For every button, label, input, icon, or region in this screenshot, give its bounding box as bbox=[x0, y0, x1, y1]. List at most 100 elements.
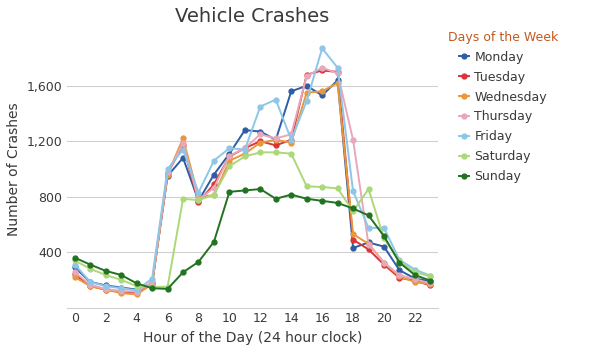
Wednesday bbox=[149, 282, 156, 286]
Friday bbox=[334, 65, 341, 70]
Monday bbox=[226, 152, 233, 156]
Wednesday bbox=[257, 140, 264, 145]
Thursday bbox=[318, 65, 326, 70]
Saturday bbox=[133, 284, 140, 288]
Sunday bbox=[118, 273, 125, 277]
Wednesday bbox=[195, 195, 202, 199]
Thursday bbox=[102, 287, 110, 291]
Saturday bbox=[365, 187, 372, 191]
Sunday bbox=[87, 263, 94, 267]
Wednesday bbox=[242, 152, 249, 156]
Monday bbox=[318, 93, 326, 98]
Monday bbox=[179, 156, 186, 160]
Friday bbox=[427, 274, 434, 278]
Sunday bbox=[365, 213, 372, 218]
Monday bbox=[118, 285, 125, 290]
Wednesday bbox=[318, 89, 326, 93]
Monday bbox=[242, 128, 249, 132]
Sunday bbox=[303, 197, 310, 201]
Monday bbox=[149, 281, 156, 285]
Wednesday bbox=[411, 280, 419, 284]
Friday bbox=[272, 98, 279, 102]
Sunday bbox=[195, 260, 202, 264]
Tuesday bbox=[272, 143, 279, 147]
Thursday bbox=[272, 136, 279, 140]
Saturday bbox=[164, 285, 171, 289]
Thursday bbox=[334, 71, 341, 75]
Saturday bbox=[71, 258, 78, 263]
Tuesday bbox=[318, 68, 326, 73]
Friday bbox=[349, 189, 356, 193]
Friday bbox=[226, 146, 233, 150]
Monday bbox=[427, 279, 434, 283]
Monday bbox=[411, 276, 419, 281]
Thursday bbox=[133, 290, 140, 294]
Line: Tuesday: Tuesday bbox=[72, 68, 433, 295]
Wednesday bbox=[179, 136, 186, 140]
Monday bbox=[195, 199, 202, 203]
Sunday bbox=[242, 188, 249, 193]
Wednesday bbox=[226, 158, 233, 163]
Title: Vehicle Crashes: Vehicle Crashes bbox=[175, 7, 330, 26]
Tuesday bbox=[396, 276, 403, 280]
Sunday bbox=[381, 234, 388, 238]
Tuesday bbox=[133, 290, 140, 295]
Tuesday bbox=[365, 247, 372, 252]
Friday bbox=[365, 226, 372, 230]
Y-axis label: Number of Crashes: Number of Crashes bbox=[7, 102, 21, 236]
Wednesday bbox=[210, 193, 217, 197]
Sunday bbox=[226, 190, 233, 194]
Monday bbox=[71, 265, 78, 270]
Friday bbox=[318, 46, 326, 50]
Wednesday bbox=[118, 291, 125, 295]
Tuesday bbox=[179, 143, 186, 147]
Sunday bbox=[288, 193, 295, 197]
Friday bbox=[179, 147, 186, 152]
Line: Thursday: Thursday bbox=[72, 65, 433, 294]
Friday bbox=[303, 99, 310, 103]
Saturday bbox=[87, 267, 94, 271]
Monday bbox=[210, 172, 217, 177]
Monday bbox=[365, 240, 372, 245]
Sunday bbox=[272, 197, 279, 201]
Sunday bbox=[349, 206, 356, 210]
Sunday bbox=[427, 278, 434, 283]
Wednesday bbox=[133, 293, 140, 297]
Tuesday bbox=[411, 278, 419, 283]
Friday bbox=[288, 138, 295, 142]
Saturday bbox=[381, 236, 388, 240]
Wednesday bbox=[303, 90, 310, 95]
Monday bbox=[272, 138, 279, 142]
Friday bbox=[164, 167, 171, 171]
Sunday bbox=[179, 270, 186, 275]
Saturday bbox=[396, 259, 403, 263]
Thursday bbox=[411, 277, 419, 281]
Wednesday bbox=[102, 288, 110, 292]
Tuesday bbox=[102, 288, 110, 292]
Saturday bbox=[288, 152, 295, 156]
Tuesday bbox=[164, 171, 171, 175]
Tuesday bbox=[257, 139, 264, 143]
Saturday bbox=[195, 198, 202, 202]
Tuesday bbox=[288, 138, 295, 142]
Friday bbox=[257, 105, 264, 109]
Friday bbox=[396, 258, 403, 262]
Friday bbox=[102, 284, 110, 288]
Monday bbox=[381, 245, 388, 249]
Sunday bbox=[396, 260, 403, 265]
Thursday bbox=[257, 132, 264, 137]
Friday bbox=[195, 190, 202, 195]
Friday bbox=[87, 280, 94, 284]
Friday bbox=[71, 263, 78, 267]
Thursday bbox=[427, 281, 434, 285]
Wednesday bbox=[381, 260, 388, 265]
Monday bbox=[102, 283, 110, 288]
Thursday bbox=[381, 260, 388, 265]
Tuesday bbox=[87, 284, 94, 288]
Saturday bbox=[411, 270, 419, 275]
Thursday bbox=[164, 170, 171, 175]
Tuesday bbox=[242, 146, 249, 150]
Wednesday bbox=[272, 138, 279, 142]
Wednesday bbox=[427, 282, 434, 286]
Thursday bbox=[365, 243, 372, 247]
